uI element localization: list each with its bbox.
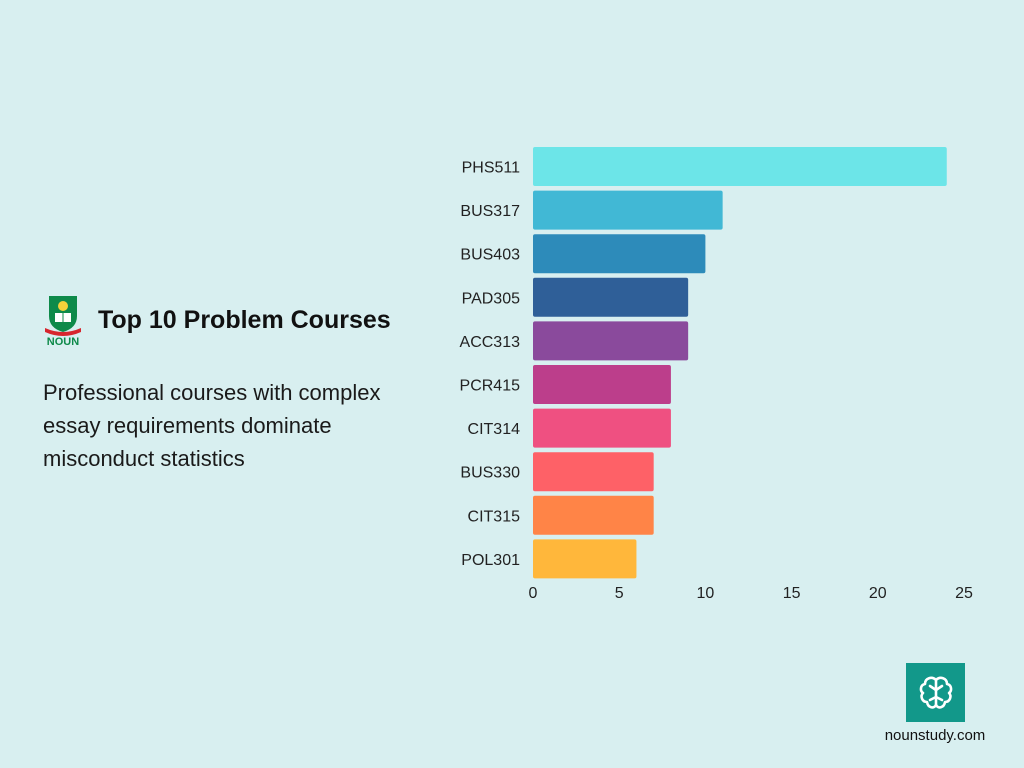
header: NOUN Top 10 Problem Courses	[42, 294, 391, 346]
bar-cit315	[533, 495, 654, 535]
bar-phs511	[533, 147, 947, 186]
bar-pol301	[533, 539, 637, 579]
category-label-bus403: BUS403	[460, 247, 520, 264]
page-subtitle: Professional courses with complex essay …	[43, 380, 381, 471]
category-label-pad305: PAD305	[462, 290, 521, 307]
category-label-acc313: ACC313	[460, 334, 521, 351]
bar-acc313	[533, 321, 689, 361]
category-label-pol301: POL301	[461, 552, 520, 569]
brain-icon	[906, 663, 965, 722]
bar-pcr415	[533, 365, 671, 404]
bar-pad305	[533, 277, 689, 317]
bar-bus317	[533, 190, 723, 230]
bar-bus403	[533, 234, 706, 274]
site-url: nounstudy.com	[884, 727, 986, 744]
bar-cit314	[533, 408, 671, 448]
x-tick-label-10: 10	[697, 585, 715, 602]
x-tick-label-0: 0	[529, 585, 538, 602]
category-label-cit314: CIT314	[468, 421, 521, 438]
noun-crest-icon: NOUN	[45, 296, 81, 346]
page-title: Top 10 Problem Courses	[98, 305, 391, 334]
category-label-pcr415: PCR415	[460, 378, 521, 395]
x-tick-label-25: 25	[955, 585, 973, 602]
logo-text: NOUN	[47, 336, 79, 346]
x-tick-label-15: 15	[783, 585, 801, 602]
category-label-cit315: CIT315	[468, 508, 521, 525]
category-label-bus330: BUS330	[460, 465, 520, 482]
x-tick-label-5: 5	[615, 585, 624, 602]
category-label-phs511: PHS511	[462, 160, 521, 177]
x-tick-label-20: 20	[869, 585, 887, 602]
category-label-bus317: BUS317	[460, 203, 520, 220]
bar-bus330	[533, 452, 654, 492]
